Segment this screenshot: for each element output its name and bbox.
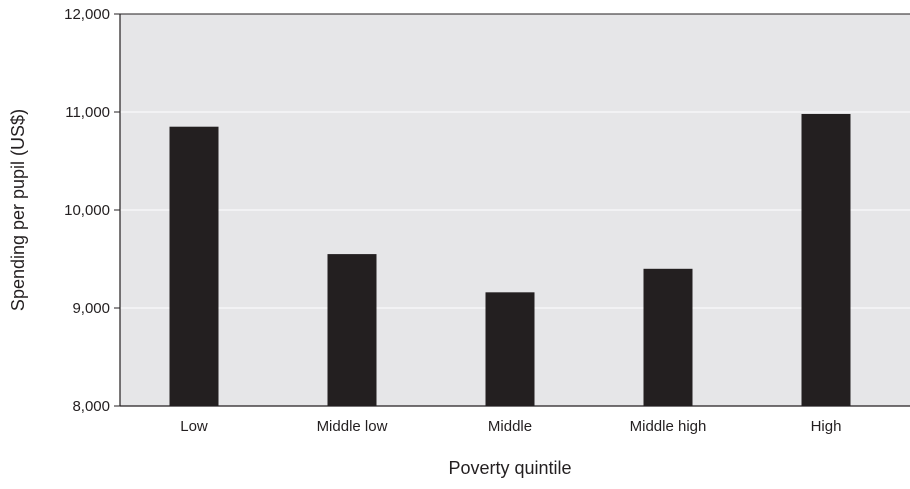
x-tick-label: Middle xyxy=(488,418,532,435)
axes xyxy=(114,13,910,407)
y-tick-label: 12,000 xyxy=(64,6,110,23)
y-tick-label: 11,000 xyxy=(65,104,110,121)
bar-middle-low xyxy=(327,254,377,406)
x-tick-label: High xyxy=(811,418,842,435)
bar-low xyxy=(169,126,219,406)
bar-high xyxy=(801,113,851,407)
y-tick-labels: 8,000 9,000 10,000 11,000 12,000 xyxy=(64,6,110,415)
bar-middle xyxy=(485,292,535,406)
x-axis-title: Poverty quintile xyxy=(448,458,571,478)
x-tick-labels: Low Middle low Middle Middle high High xyxy=(180,418,841,435)
x-tick-label: Middle high xyxy=(630,418,707,435)
y-tick-label: 9,000 xyxy=(72,300,110,317)
x-tick-label: Low xyxy=(180,418,208,435)
y-axis-title: Spending per pupil (US$) xyxy=(8,109,28,311)
y-tick-label: 8,000 xyxy=(72,398,110,415)
bars xyxy=(169,113,851,407)
y-tick-label: 10,000 xyxy=(64,202,110,219)
x-tick-label: Middle low xyxy=(317,418,388,435)
bar-middle-high xyxy=(643,268,693,406)
